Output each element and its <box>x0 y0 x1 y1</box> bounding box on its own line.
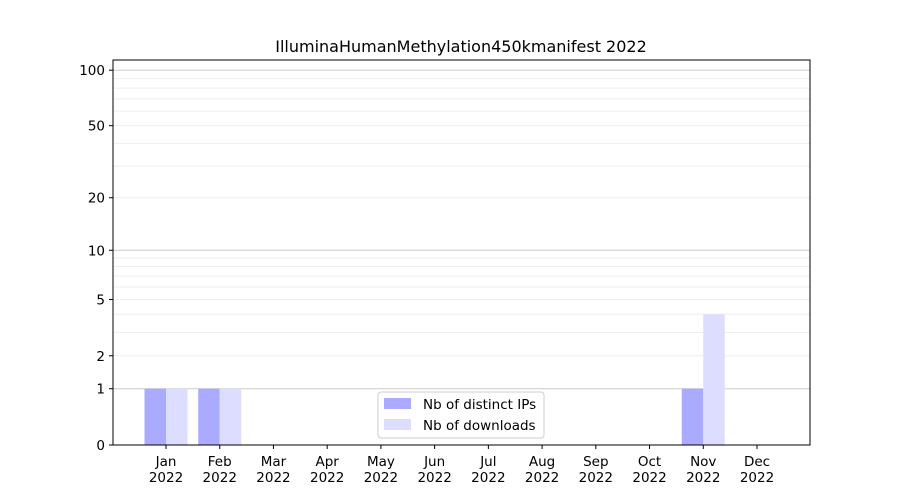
y-tick-label: 100 <box>79 63 105 79</box>
legend: Nb of distinct IPs Nb of downloads <box>377 391 545 439</box>
x-tick-label-year: 2022 <box>579 470 613 486</box>
x-tick-label-year: 2022 <box>310 470 344 486</box>
y-tick-label: 10 <box>88 243 105 259</box>
bar-distinct-ips <box>681 388 704 445</box>
x-tick-label-month: Sep <box>583 454 608 470</box>
x-axis: Jan2022Feb2022Mar2022Apr2022May2022Jun20… <box>149 445 774 486</box>
bar-distinct-ips <box>198 388 220 445</box>
x-tick-label-year: 2022 <box>686 470 720 486</box>
legend-swatch-ips <box>384 398 411 409</box>
y-tick-label: 1 <box>96 382 105 398</box>
legend-box <box>377 391 545 439</box>
x-tick-label-year: 2022 <box>471 470 505 486</box>
legend-label-downloads: Nb of downloads <box>423 418 536 434</box>
bar-downloads <box>703 314 725 445</box>
x-tick-label-month: Jul <box>479 454 496 470</box>
x-tick-label-year: 2022 <box>203 470 237 486</box>
legend-swatch-downloads <box>384 419 411 430</box>
x-tick-label-month: Jun <box>423 454 445 470</box>
x-tick-label-year: 2022 <box>256 470 290 486</box>
bar-distinct-ips <box>144 388 166 445</box>
bar-downloads <box>166 388 188 445</box>
x-tick-label-year: 2022 <box>740 470 774 486</box>
y-tick-label: 20 <box>88 191 105 207</box>
y-tick-label: 5 <box>96 292 105 308</box>
bar-downloads <box>219 388 242 445</box>
x-tick-label-month: Apr <box>316 454 340 470</box>
y-tick-label: 2 <box>96 349 105 365</box>
x-tick-label-month: Nov <box>690 454 716 470</box>
x-tick-label-month: Jan <box>155 454 177 470</box>
x-tick-label-month: Feb <box>208 454 232 470</box>
x-tick-label-year: 2022 <box>417 470 451 486</box>
grid <box>113 69 810 390</box>
x-tick-label-month: May <box>367 454 395 470</box>
x-tick-label-year: 2022 <box>364 470 398 486</box>
x-tick-label-month: Oct <box>638 454 661 470</box>
x-tick-label-month: Dec <box>744 454 770 470</box>
y-tick-label: 0 <box>96 438 105 454</box>
x-tick-label-month: Mar <box>261 454 287 470</box>
legend-label-ips: Nb of distinct IPs <box>423 397 536 413</box>
y-axis: 0 1 2 5 10 20 50 100 <box>79 63 113 454</box>
x-tick-label-month: Aug <box>529 454 555 470</box>
bars <box>144 314 725 445</box>
x-tick-label-year: 2022 <box>525 470 559 486</box>
x-tick-label-year: 2022 <box>149 470 183 486</box>
chart-title: IlluminaHumanMethylation450kmanifest 202… <box>275 37 647 56</box>
plot-frame <box>112 59 811 446</box>
y-tick-label: 50 <box>88 119 105 135</box>
x-tick-label-year: 2022 <box>632 470 666 486</box>
